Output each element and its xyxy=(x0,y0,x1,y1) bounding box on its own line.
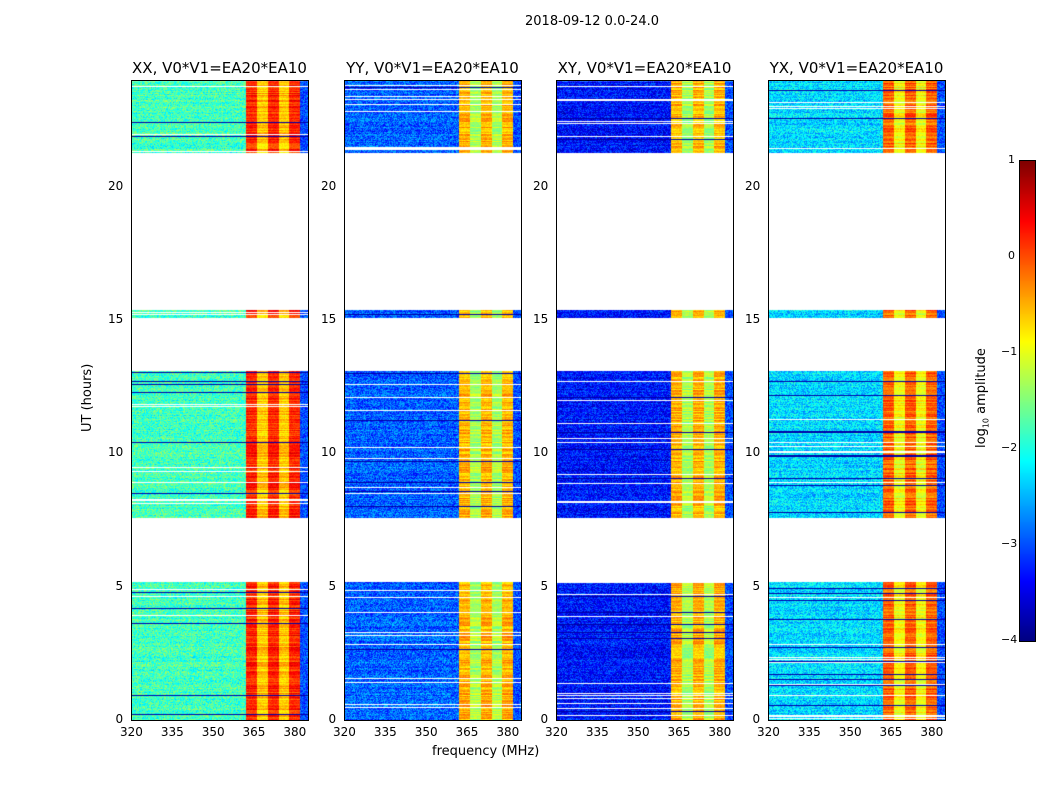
y-tick-label: 0 xyxy=(752,712,761,726)
y-tick-label: 10 xyxy=(533,445,549,460)
panel-frame xyxy=(768,80,946,721)
y-tick-label: 0 xyxy=(115,712,124,726)
y-tick-label: 20 xyxy=(321,178,337,193)
panel-title: YY, V0*V1=EA20*EA10 xyxy=(346,59,519,77)
x-axis-label: frequency (MHz) xyxy=(432,744,540,759)
figure-title: 2018-09-12 0.0-24.0 xyxy=(525,14,659,29)
x-tick-label: 350 xyxy=(414,725,438,739)
heatmap-panel xyxy=(131,80,308,720)
x-tick-label: 380 xyxy=(283,725,307,739)
panel-title: YX, V0*V1=EA20*EA10 xyxy=(769,59,944,77)
y-tick-label: 10 xyxy=(108,445,124,460)
y-tick-label: 5 xyxy=(115,578,124,593)
x-tick-label: 335 xyxy=(373,725,397,739)
y-tick-label: 15 xyxy=(533,312,549,326)
heatmap-panel xyxy=(556,80,733,720)
x-tick-label: 365 xyxy=(455,725,479,739)
x-tick-label: 350 xyxy=(626,725,650,739)
y-tick-label: 20 xyxy=(108,178,124,193)
colorbar-tick-label: −4 xyxy=(1001,633,1018,646)
colorbar-tick-label: −1 xyxy=(1001,345,1018,358)
x-tick-label: 335 xyxy=(585,725,609,739)
colorbar-tick-label: −3 xyxy=(1001,537,1018,550)
heatmap-panel xyxy=(344,80,521,720)
x-tick-label: 320 xyxy=(545,725,568,739)
y-tick-label: 20 xyxy=(745,178,761,193)
colorbar-tick-label: 1 xyxy=(1008,153,1015,166)
y-tick-label: 20 xyxy=(533,178,549,193)
panel-frame xyxy=(556,80,734,721)
y-tick-label: 0 xyxy=(540,712,549,726)
y-tick-label: 5 xyxy=(540,578,549,593)
y-tick-label: 0 xyxy=(328,712,337,726)
x-tick-label: 320 xyxy=(757,725,780,739)
x-tick-label: 365 xyxy=(879,725,903,739)
colorbar-label: log10 amplitude xyxy=(974,348,991,448)
panel-title: XY, V0*V1=EA20*EA10 xyxy=(557,59,732,77)
x-tick-label: 380 xyxy=(920,725,944,739)
x-tick-label: 335 xyxy=(160,725,184,739)
x-tick-label: 365 xyxy=(667,725,691,739)
x-tick-label: 350 xyxy=(838,725,862,739)
y-tick-label: 15 xyxy=(321,312,337,326)
panel-frame xyxy=(344,80,522,721)
colorbar xyxy=(1019,160,1036,642)
x-tick-label: 380 xyxy=(496,725,520,739)
y-axis-label: UT (hours) xyxy=(80,363,95,432)
y-tick-label: 5 xyxy=(328,578,337,593)
x-tick-label: 320 xyxy=(120,725,143,739)
x-tick-label: 380 xyxy=(708,725,732,739)
colorbar-tick-label: 0 xyxy=(1008,249,1015,262)
panel-frame xyxy=(131,80,309,721)
y-tick-label: 10 xyxy=(745,445,761,460)
y-tick-label: 15 xyxy=(745,312,761,326)
y-tick-label: 10 xyxy=(321,445,337,460)
x-tick-label: 350 xyxy=(201,725,225,739)
panel-title: XX, V0*V1=EA20*EA10 xyxy=(132,59,307,77)
x-tick-label: 335 xyxy=(797,725,821,739)
y-tick-label: 15 xyxy=(108,312,124,326)
colorbar-tick-label: −2 xyxy=(1001,441,1018,454)
heatmap-panel xyxy=(768,80,945,720)
y-tick-label: 5 xyxy=(752,578,761,593)
x-tick-label: 365 xyxy=(242,725,266,739)
x-tick-label: 320 xyxy=(333,725,356,739)
